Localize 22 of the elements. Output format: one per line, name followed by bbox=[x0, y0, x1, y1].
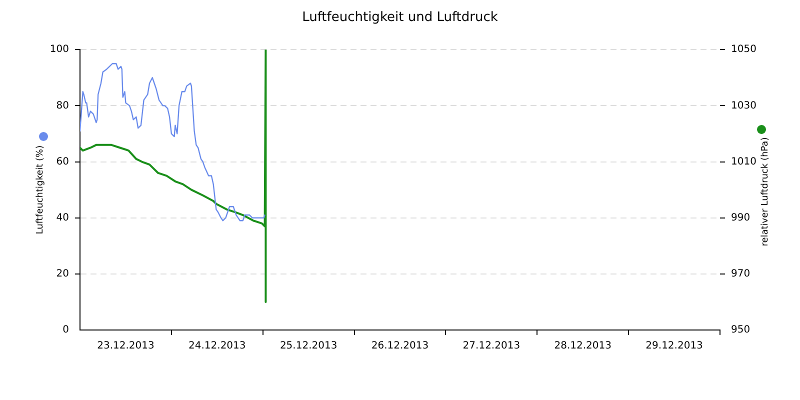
y-tick-label: 60 bbox=[56, 156, 69, 168]
y2-tick-label: 1010 bbox=[731, 156, 756, 168]
y-tick-label: 0 bbox=[62, 324, 69, 336]
y2-axis-title: relativer Luftdruck (hPa) bbox=[760, 137, 770, 246]
y-tick-label: 40 bbox=[56, 212, 69, 224]
y-tick-label: 20 bbox=[56, 268, 69, 280]
x-tick-label: 25.12.2013 bbox=[280, 340, 338, 352]
y2-tick-label: 970 bbox=[731, 268, 750, 280]
y2-tick-label: 990 bbox=[731, 212, 750, 224]
x-tick-label: 24.12.2013 bbox=[188, 340, 246, 352]
y-tick-label: 100 bbox=[50, 44, 69, 56]
x-tick-label: 28.12.2013 bbox=[554, 340, 612, 352]
x-tick-label: 26.12.2013 bbox=[371, 340, 429, 352]
y2-tick-label: 1050 bbox=[731, 44, 756, 56]
x-tick-label: 27.12.2013 bbox=[462, 340, 520, 352]
y-tick-label: 80 bbox=[56, 100, 69, 112]
y-axis-title: Luftfeuchtigkeit (%) bbox=[36, 145, 46, 234]
y2-tick-label: 950 bbox=[731, 324, 750, 336]
x-tick-label: 29.12.2013 bbox=[646, 340, 703, 352]
chart-title: Luftfeuchtigkeit und Luftdruck bbox=[302, 10, 498, 26]
x-tick-label: 23.12.2013 bbox=[97, 340, 154, 352]
y2-tick-label: 1030 bbox=[731, 100, 756, 112]
